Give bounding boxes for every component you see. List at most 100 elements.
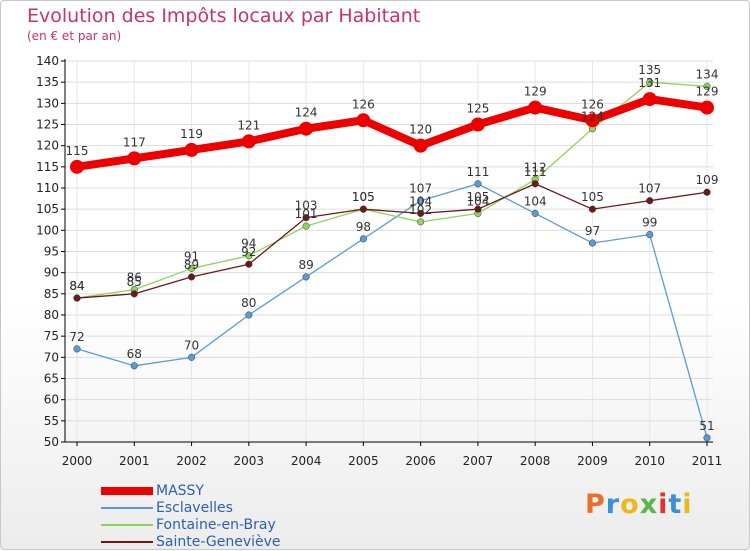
proxiti-logo: Proxiti xyxy=(585,489,693,520)
point-fontaine-en-bray-2002 xyxy=(187,264,196,272)
point-massy-2010 xyxy=(642,92,657,107)
x-tick-label-2005: 2005 xyxy=(348,454,379,468)
y-tick-label-90: 90 xyxy=(44,266,59,280)
data-label-fontaine-en-bray-2000: 84 xyxy=(69,279,84,293)
data-label-massy-2004: 124 xyxy=(295,106,318,120)
point-massy-2008 xyxy=(528,100,543,115)
point-sainte-genevi-ve-2003 xyxy=(245,260,253,268)
y-tick-label-135: 135 xyxy=(36,75,59,89)
chart-subtitle: (en € et par an) xyxy=(27,29,122,43)
data-label-sainte-genevi-ve-2004: 103 xyxy=(295,199,318,213)
point-sainte-genevi-ve-2005 xyxy=(359,205,367,213)
legend-swatch-massy xyxy=(101,487,153,495)
point-massy-2001 xyxy=(127,151,142,166)
data-label-sainte-genevi-ve-2008: 111 xyxy=(524,165,547,179)
y-tick-label-95: 95 xyxy=(44,245,59,259)
x-tick-label-2001: 2001 xyxy=(119,454,150,468)
point-esclavelles-2001 xyxy=(130,362,138,370)
data-label-esclavelles-2003: 80 xyxy=(241,296,256,310)
data-label-esclavelles-2000: 72 xyxy=(69,330,84,344)
data-label-sainte-genevi-ve-2003: 92 xyxy=(241,245,256,259)
point-fontaine-en-bray-2003 xyxy=(245,252,253,260)
x-tick-label-2003: 2003 xyxy=(234,454,265,468)
logo-letter: o xyxy=(620,489,640,520)
data-label-fontaine-en-bray-2009: 124 xyxy=(581,110,604,124)
legend-label-fontaine-en-bray: Fontaine-en-Bray xyxy=(156,517,276,533)
point-sainte-genevi-ve-2002 xyxy=(187,273,196,281)
data-label-esclavelles-2006: 107 xyxy=(409,182,432,196)
axes-layer xyxy=(64,59,713,443)
point-sainte-genevi-ve-2010 xyxy=(646,197,654,205)
y-tick-label-80: 80 xyxy=(44,308,59,322)
y-tick-label-105: 105 xyxy=(36,202,59,216)
point-fontaine-en-bray-2011 xyxy=(703,82,711,90)
grid-layer xyxy=(65,60,713,443)
data-label-fontaine-en-bray-2007: 104 xyxy=(466,194,489,208)
data-label-esclavelles-2011: 51 xyxy=(699,419,714,433)
data-label-sainte-genevi-ve-2011: 109 xyxy=(696,173,719,187)
point-sainte-genevi-ve-2011 xyxy=(703,188,711,196)
data-label-fontaine-en-bray-2001: 86 xyxy=(127,271,142,285)
data-label-sainte-genevi-ve-2000: 84 xyxy=(69,279,84,293)
data-labels-layer: 7268708089981071111049799518486919410110… xyxy=(66,63,719,433)
y-tick-label-55: 55 xyxy=(44,414,59,428)
point-esclavelles-2002 xyxy=(187,353,196,361)
chart-title: Evolution des Impôts locaux par Habitant xyxy=(27,5,421,27)
point-fontaine-en-bray-2004 xyxy=(302,222,310,230)
data-label-sainte-genevi-ve-2010: 107 xyxy=(638,182,661,196)
point-esclavelles-2003 xyxy=(245,311,253,319)
data-label-fontaine-en-bray-2006: 102 xyxy=(409,203,432,217)
y-tick-label-130: 130 xyxy=(36,96,59,110)
point-massy-2000 xyxy=(70,159,84,174)
data-label-esclavelles-2008: 104 xyxy=(524,194,547,208)
data-label-massy-2009: 126 xyxy=(581,97,604,111)
x-tick-label-2002: 2002 xyxy=(176,454,207,468)
point-esclavelles-2009 xyxy=(588,239,597,247)
point-massy-2002 xyxy=(184,142,199,157)
logo-letter: i xyxy=(682,489,693,520)
legend-label-sainte-genevi-ve: Sainte-Geneviève xyxy=(156,534,281,550)
series-line-esclavelles xyxy=(76,183,708,438)
data-label-massy-2000: 115 xyxy=(66,144,89,158)
data-label-massy-2003: 121 xyxy=(237,118,260,132)
y-tick-label-125: 125 xyxy=(36,118,59,132)
point-sainte-genevi-ve-2001 xyxy=(130,290,138,298)
point-esclavelles-2010 xyxy=(646,231,654,239)
point-massy-2009 xyxy=(585,113,600,128)
y-tick-label-70: 70 xyxy=(44,350,59,364)
x-tick-label-2006: 2006 xyxy=(405,454,436,468)
x-tick-label-2000: 2000 xyxy=(62,454,93,468)
data-label-massy-2002: 119 xyxy=(180,127,203,141)
point-massy-2005 xyxy=(356,113,371,128)
data-label-sainte-genevi-ve-2001: 85 xyxy=(127,275,142,289)
point-massy-2006 xyxy=(413,138,428,153)
point-sainte-genevi-ve-2004 xyxy=(302,214,310,222)
logo-letter: i xyxy=(658,489,669,520)
point-esclavelles-2004 xyxy=(302,273,310,281)
data-label-fontaine-en-bray-2005: 105 xyxy=(352,190,375,204)
x-tick-label-2009: 2009 xyxy=(577,454,608,468)
y-tick-label-75: 75 xyxy=(44,329,59,343)
data-label-esclavelles-2007: 111 xyxy=(466,165,489,179)
point-fontaine-en-bray-2006 xyxy=(417,218,425,226)
series-layer xyxy=(70,78,714,442)
data-label-esclavelles-2002: 70 xyxy=(184,338,199,352)
y-tick-label-110: 110 xyxy=(36,181,59,195)
legend-label-massy: MASSY xyxy=(156,483,204,499)
series-line-sainte-genevi-ve xyxy=(76,183,708,299)
y-tick-label-65: 65 xyxy=(44,372,59,386)
data-label-massy-2007: 125 xyxy=(466,102,489,116)
data-label-sainte-genevi-ve-2009: 105 xyxy=(581,190,604,204)
data-label-esclavelles-2001: 68 xyxy=(127,347,142,361)
point-massy-2003 xyxy=(241,134,256,149)
y-tick-label-60: 60 xyxy=(44,393,59,407)
legend-swatch-sainte-genevi-ve xyxy=(101,541,153,543)
point-massy-2007 xyxy=(470,117,485,132)
point-sainte-genevi-ve-2006 xyxy=(417,209,425,217)
data-label-esclavelles-2005: 98 xyxy=(356,220,371,234)
data-label-massy-2011: 129 xyxy=(696,85,719,99)
data-label-sainte-genevi-ve-2005: 105 xyxy=(352,190,375,204)
data-label-fontaine-en-bray-2008: 112 xyxy=(524,161,547,175)
data-label-esclavelles-2009: 97 xyxy=(585,224,600,238)
